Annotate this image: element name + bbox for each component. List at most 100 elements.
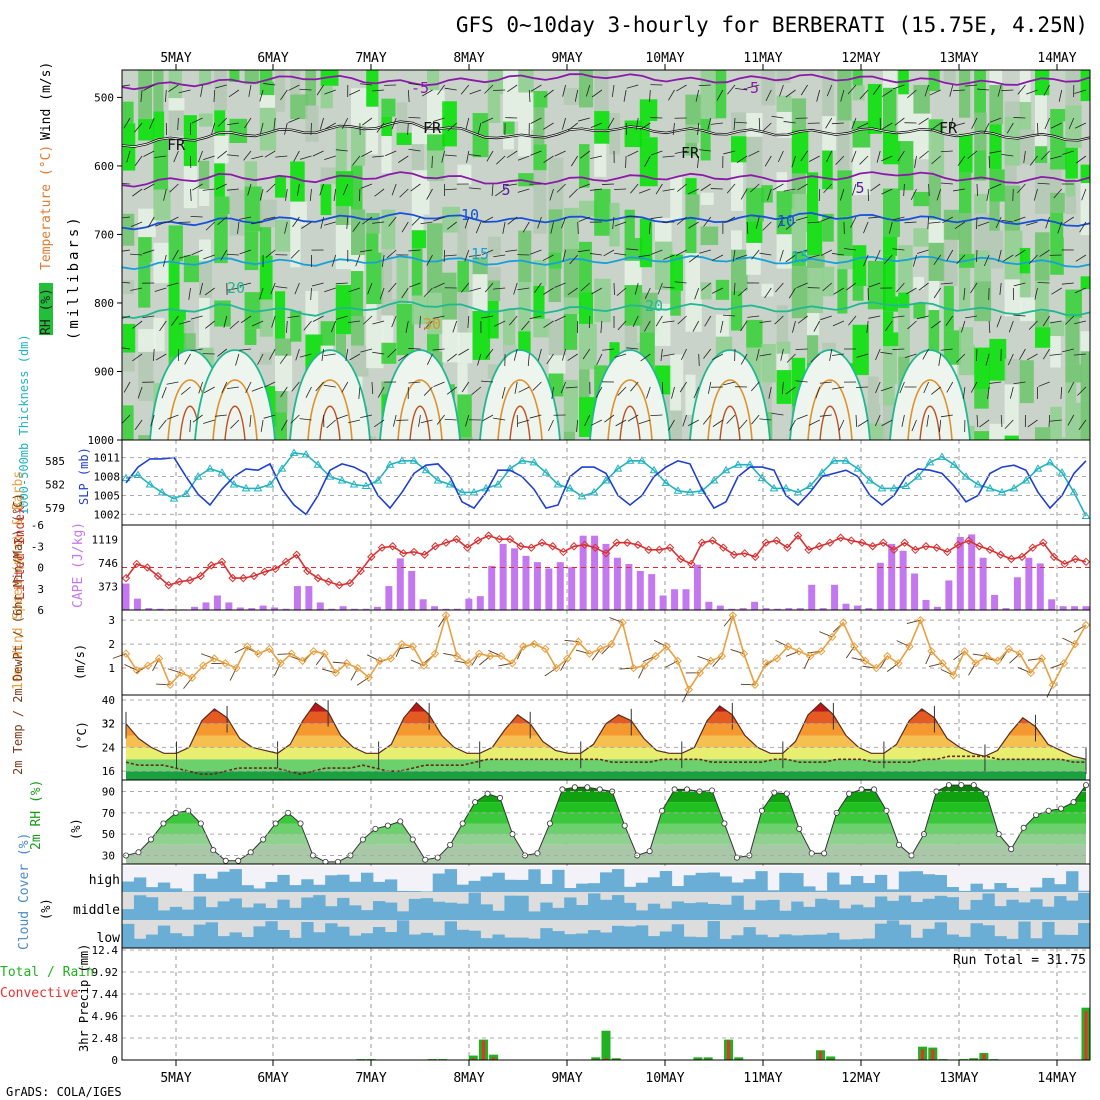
lifted-index-point — [345, 578, 355, 588]
cloud-bar — [719, 938, 732, 948]
wind-barb — [285, 320, 288, 333]
wind-barb — [750, 381, 760, 392]
wind-ylabel: 10m Wind Speed (m/s) & Barbs — [11, 471, 26, 690]
wind-barb — [285, 188, 288, 201]
wind-barb — [648, 221, 651, 234]
cloud-bar — [528, 938, 541, 948]
wind-barb — [1044, 117, 1050, 130]
wind-barb — [320, 216, 324, 229]
precip-total-bar — [489, 1054, 499, 1060]
cloud-bar — [241, 907, 254, 920]
cloud-bar — [145, 934, 159, 948]
rh-shade-cell — [427, 150, 445, 182]
wind-barb — [1028, 320, 1038, 330]
wind-barb — [1006, 122, 1014, 134]
rh-shade-cell — [275, 70, 286, 112]
wind-barb — [481, 117, 494, 124]
wind-barb — [697, 155, 700, 168]
wind-barb — [680, 348, 687, 360]
rh-shade-cell — [852, 147, 871, 196]
thickness-point — [277, 464, 287, 472]
wind-speed-point — [1081, 620, 1091, 630]
wind-barb — [614, 353, 627, 358]
cloud-bar — [229, 898, 242, 920]
wind-barb — [172, 249, 179, 261]
wind-barb — [178, 221, 191, 223]
wind-barb — [911, 419, 917, 432]
wind-barb — [655, 315, 663, 327]
wind-barb — [561, 216, 566, 229]
wind-barb — [290, 414, 300, 424]
rh-shade-cell — [123, 213, 135, 246]
wind-barb — [783, 188, 796, 192]
wind-barb — [381, 254, 385, 267]
wind-barb — [785, 386, 796, 395]
lifted-index-point — [911, 545, 920, 554]
wind-speed-point — [894, 659, 903, 668]
contour-label: 15 — [471, 245, 489, 263]
cloud-bar — [361, 872, 374, 892]
cloud-bar — [1018, 902, 1031, 920]
cape-bar — [556, 562, 564, 610]
wind-barb — [857, 122, 869, 129]
wind-barb — [1013, 282, 1026, 287]
footer-credit: GrADS: COLA/IGES — [6, 1085, 122, 1099]
wind-barb — [388, 216, 397, 227]
wind-barb — [1001, 219, 1014, 223]
wind-barb — [1046, 684, 1054, 698]
rh-point — [160, 820, 167, 827]
cloud-bar — [181, 891, 195, 892]
wind-barb — [930, 320, 941, 329]
rh-shade-cell — [351, 209, 366, 256]
cape-bar — [248, 608, 256, 610]
wind-barb — [564, 639, 579, 643]
lifted-index-point — [932, 543, 941, 552]
rh-shade-cell — [837, 170, 852, 217]
cape-bar — [1059, 606, 1067, 610]
rh-shade-cell — [457, 363, 468, 395]
cloud-bar — [791, 935, 804, 948]
rh-shade-cell — [275, 391, 288, 413]
rh-shade-cell — [442, 206, 460, 233]
wind-speed-point — [960, 647, 969, 656]
wind-barb — [130, 253, 143, 256]
wind-speed-point — [232, 663, 241, 673]
wind-barb — [839, 188, 845, 201]
cloud-bar — [707, 903, 720, 920]
rh-shade-cell — [624, 209, 635, 239]
lifted-index-point — [185, 576, 195, 585]
wind-barb — [630, 183, 639, 194]
wind-barb — [626, 248, 639, 251]
wind-barb — [123, 117, 131, 129]
rh-point — [721, 820, 728, 827]
wind-barb — [399, 188, 409, 198]
cape-bar — [499, 543, 507, 610]
wind-barb — [574, 89, 579, 102]
wind-speed-point — [640, 661, 649, 670]
wind-barb — [513, 282, 518, 295]
cloud-bar — [588, 883, 601, 892]
rh-shade-cell — [1050, 437, 1067, 440]
wind-barb — [260, 419, 264, 432]
rh-shade-cell — [138, 119, 155, 141]
rh-shade-cell — [579, 144, 590, 188]
wind-speed-point — [1004, 644, 1013, 654]
wind-barb — [408, 381, 421, 384]
rh-point — [260, 836, 267, 843]
wind-barb — [251, 221, 264, 225]
cloud-bar — [193, 873, 207, 892]
rh-shade-cell — [1080, 331, 1090, 352]
wind-barb — [132, 353, 143, 362]
lifted-index-point — [996, 550, 1005, 559]
wind-barb — [1037, 182, 1050, 185]
wind-barb — [578, 216, 590, 222]
rh-shade-cell — [411, 248, 423, 296]
cape-bar — [396, 558, 404, 610]
rh-shade-cell — [791, 266, 809, 319]
date-label-bottom: 5MAY — [160, 1071, 191, 1086]
cloud-bar — [122, 923, 135, 948]
thickness-point — [805, 481, 815, 490]
rh-shade-cell — [411, 170, 430, 215]
wind-barb — [957, 155, 966, 167]
wind-barb — [460, 84, 470, 95]
